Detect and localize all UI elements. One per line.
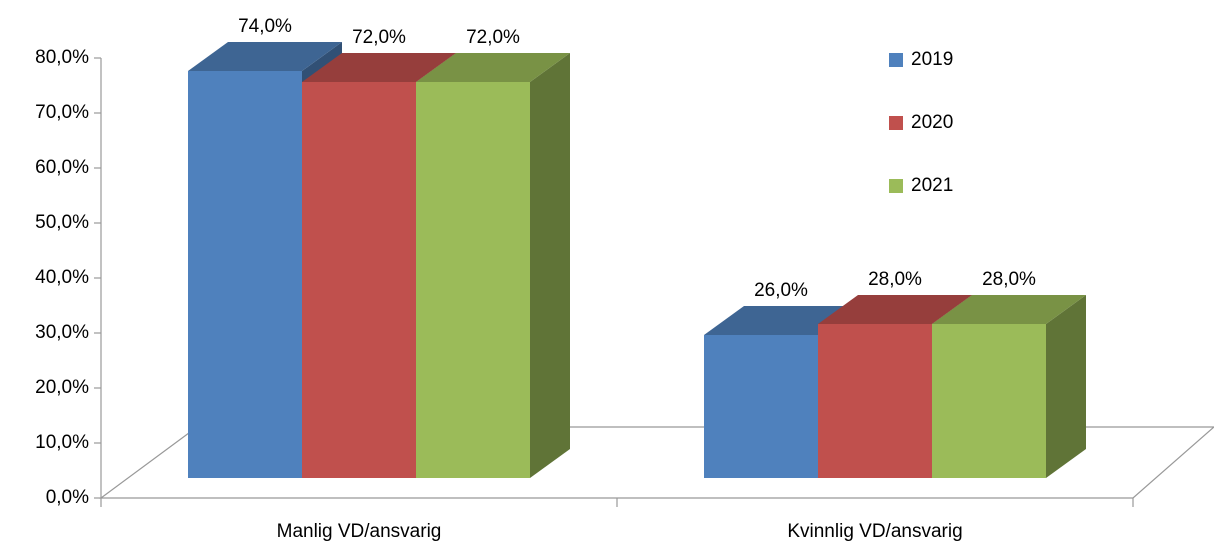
bar xyxy=(704,335,818,478)
x-tick-label: Kvinnlig VD/ansvarig xyxy=(787,521,962,542)
y-tick-label: 10,0% xyxy=(35,432,89,453)
bar xyxy=(818,324,932,478)
bar-top xyxy=(818,295,972,324)
value-label: 26,0% xyxy=(754,280,808,301)
legend-swatch xyxy=(889,179,903,193)
value-label: 28,0% xyxy=(868,269,922,290)
bar-side xyxy=(1046,295,1086,478)
y-tick-label: 60,0% xyxy=(35,157,89,178)
bar xyxy=(416,82,530,478)
value-label: 72,0% xyxy=(352,27,406,48)
y-tick-label: 20,0% xyxy=(35,377,89,398)
x-tick-label: Manlig VD/ansvarig xyxy=(277,521,442,542)
bar xyxy=(302,82,416,478)
legend-label: 2020 xyxy=(911,112,953,133)
bar-top xyxy=(302,53,456,82)
value-label: 28,0% xyxy=(982,269,1036,290)
y-tick-label: 30,0% xyxy=(35,322,89,343)
y-tick-label: 50,0% xyxy=(35,212,89,233)
value-label: 72,0% xyxy=(466,27,520,48)
bar-top xyxy=(416,53,570,82)
legend-label: 2021 xyxy=(911,175,953,196)
bar-top xyxy=(932,295,1086,324)
y-tick-label: 0,0% xyxy=(46,487,89,508)
bar-side xyxy=(530,53,570,478)
legend-label: 2019 xyxy=(911,49,953,70)
value-label: 74,0% xyxy=(238,16,292,37)
bar-top xyxy=(188,42,342,71)
bar xyxy=(188,71,302,478)
floor xyxy=(99,426,1214,499)
y-tick-label: 40,0% xyxy=(35,267,89,288)
legend-swatch xyxy=(889,116,903,130)
bar xyxy=(932,324,1046,478)
legend-swatch xyxy=(889,53,903,67)
y-tick-label: 80,0% xyxy=(35,47,89,68)
y-tick-label: 70,0% xyxy=(35,102,89,123)
